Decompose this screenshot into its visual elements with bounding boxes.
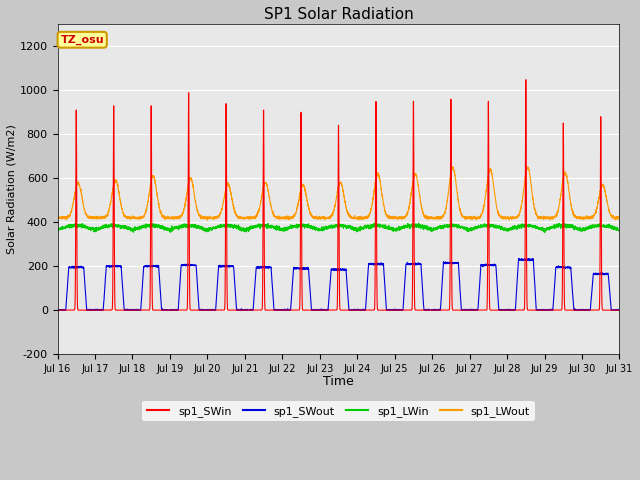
Line: sp1_LWout: sp1_LWout [58, 167, 620, 220]
Line: sp1_SWin: sp1_SWin [58, 80, 620, 310]
sp1_SWout [497, 307, 504, 313]
sp1_SWout [318, 307, 326, 313]
sp1_SWout [54, 307, 61, 313]
sp1_LWout [615, 216, 623, 221]
sp1_SWin [616, 307, 623, 313]
sp1_LWout [506, 217, 513, 223]
Title: SP1 Solar Radiation: SP1 Solar Radiation [264, 7, 413, 22]
sp1_LWin [155, 224, 163, 229]
sp1_SWout [616, 307, 623, 313]
sp1_SWin [317, 307, 325, 313]
sp1_LWin [415, 220, 422, 226]
Text: TZ_osu: TZ_osu [60, 35, 104, 45]
Line: sp1_LWin: sp1_LWin [58, 223, 620, 232]
sp1_SWout [155, 263, 163, 268]
sp1_LWin [497, 226, 504, 232]
sp1_LWout [317, 216, 325, 222]
sp1_LWin [615, 227, 623, 233]
sp1_LWin [317, 227, 325, 233]
sp1_SWin [54, 307, 61, 313]
sp1_SWin [433, 307, 441, 313]
sp1_SWout [615, 307, 623, 312]
sp1_SWout [54, 307, 61, 313]
sp1_LWout [449, 164, 457, 170]
sp1_LWin [541, 229, 548, 235]
sp1_SWin [465, 307, 472, 313]
Line: sp1_SWout: sp1_SWout [58, 258, 620, 310]
sp1_SWin [522, 77, 530, 83]
sp1_SWin [497, 307, 504, 313]
sp1_LWout [54, 215, 61, 221]
sp1_SWout [465, 307, 472, 312]
sp1_LWin [616, 227, 623, 233]
sp1_LWout [155, 202, 163, 207]
sp1_LWin [54, 227, 61, 233]
sp1_SWout [433, 307, 441, 313]
sp1_LWout [465, 216, 472, 222]
sp1_LWout [497, 213, 504, 219]
sp1_LWin [433, 225, 441, 230]
X-axis label: Time: Time [323, 375, 354, 388]
sp1_SWout [515, 255, 523, 261]
sp1_SWin [615, 307, 623, 313]
sp1_SWin [155, 307, 163, 313]
sp1_LWout [433, 216, 441, 221]
Y-axis label: Solar Radiation (W/m2): Solar Radiation (W/m2) [7, 124, 17, 254]
Legend: sp1_SWin, sp1_SWout, sp1_LWin, sp1_LWout: sp1_SWin, sp1_SWout, sp1_LWin, sp1_LWout [143, 401, 534, 421]
sp1_LWin [465, 228, 472, 234]
sp1_LWout [616, 216, 623, 222]
